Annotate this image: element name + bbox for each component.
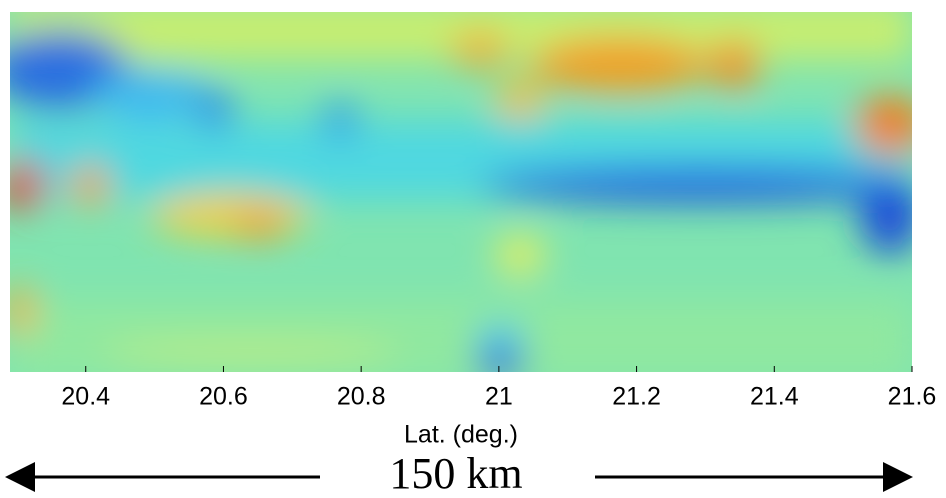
- heatmap-field: [10, 12, 912, 372]
- x-tick-label: 21.6: [888, 383, 937, 411]
- x-tick-label: 20.6: [199, 383, 248, 411]
- scale-annotation: 150 km: [389, 449, 522, 498]
- x-tick-label: 21.2: [612, 383, 661, 411]
- x-tick-label: 20.8: [337, 383, 386, 411]
- x-tick-label: 21.4: [750, 383, 799, 411]
- x-tick-label: 21: [485, 383, 513, 411]
- x-tick-label: 20.4: [61, 383, 110, 411]
- x-axis-label: Lat. (deg.): [404, 421, 518, 449]
